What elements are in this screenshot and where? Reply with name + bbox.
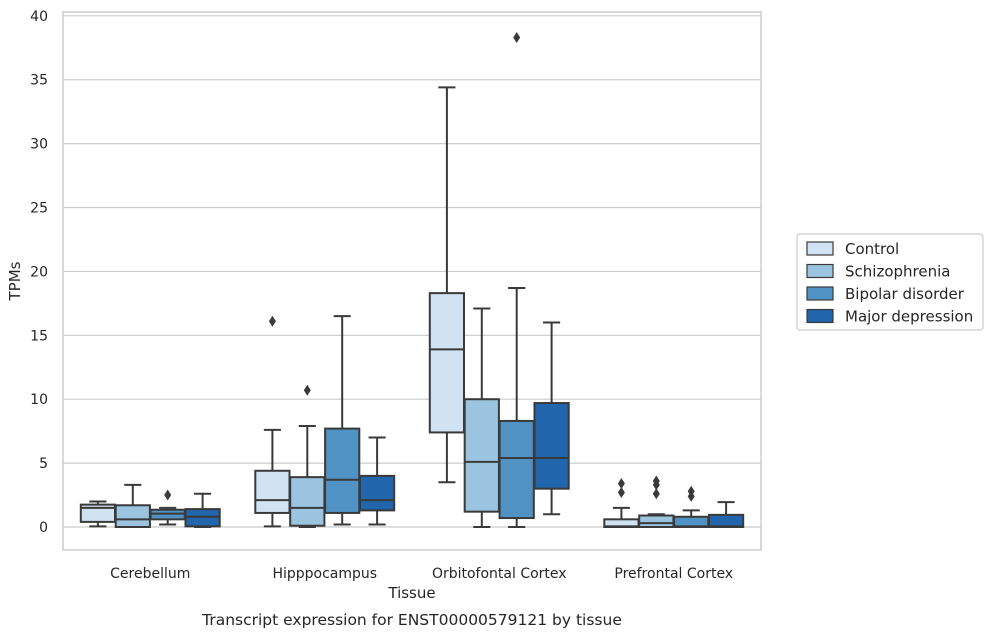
legend-frame: [796, 233, 984, 331]
legend-swatch: [806, 286, 834, 301]
x-tick-labels: Cerebellum Hipppocampus Orbitofontal Corte…: [110, 566, 733, 582]
x-tick-label: Hipppocampus: [272, 566, 377, 582]
box: [463, 398, 500, 513]
legend-swatch: [806, 241, 834, 256]
legend-swatch: [806, 308, 834, 324]
legend-swatch: [806, 263, 834, 279]
legend: Control Schizophrenia Bipolar disorder Majo…: [796, 233, 984, 331]
outlier-point: [617, 478, 625, 490]
gridlines: [63, 15, 761, 528]
x-tick-label: Orbitofontal Cortex: [432, 566, 567, 582]
box-group: [638, 475, 675, 528]
box-group: [707, 501, 745, 528]
x-axis-label: Tissue: [387, 584, 435, 602]
y-tick-label: 5: [39, 456, 48, 472]
box-group: [324, 315, 361, 526]
box-group: [428, 86, 466, 484]
box-group: [184, 492, 221, 528]
box-group: [289, 384, 326, 528]
box-group: [498, 32, 535, 528]
box: [707, 513, 745, 528]
box-group: [79, 500, 117, 528]
outlier-point: [513, 32, 521, 44]
y-axis-label: TPMs: [6, 261, 24, 301]
box: [498, 419, 535, 520]
legend-label: Major depression: [845, 308, 973, 326]
box: [428, 292, 466, 434]
y-tick-label: 20: [30, 264, 48, 280]
legend-label: Control: [845, 240, 899, 258]
x-tick-label: Cerebellum: [110, 566, 190, 582]
box: [358, 474, 396, 512]
y-tick-label: 35: [30, 73, 48, 89]
y-tick-label: 15: [30, 328, 48, 344]
y-tick-label: 25: [30, 201, 48, 217]
y-tick-label: 10: [30, 392, 48, 408]
box: [254, 469, 291, 514]
x-tick-label: Prefrontal Cortex: [614, 566, 733, 582]
box: [324, 427, 361, 514]
box-group: [254, 315, 291, 528]
boxplots: [79, 32, 745, 528]
box-group: [673, 485, 710, 528]
box-group: [603, 478, 640, 528]
outlier-point: [687, 485, 695, 497]
box-group: [149, 489, 186, 526]
box-group: [358, 436, 396, 526]
y-tick-label: 40: [30, 9, 48, 25]
outlier-point: [303, 384, 311, 396]
box-group: [533, 321, 570, 516]
box-group: [114, 483, 151, 528]
plot-frame: [62, 11, 762, 551]
box: [289, 476, 326, 527]
legend-label: Schizophrenia: [845, 263, 950, 281]
box: [114, 504, 151, 528]
legend-label: Bipolar disorder: [845, 285, 965, 303]
chart-caption: Transcript expression for ENST0000057912…: [201, 611, 622, 629]
y-tick-label: 30: [30, 137, 48, 153]
box-group: [463, 307, 500, 528]
y-tick-label: 0: [39, 520, 48, 536]
box: [533, 402, 570, 490]
outlier-point: [652, 475, 660, 487]
y-tick-labels: 0 5 10 15 20 25 30 35 40: [30, 9, 48, 536]
box: [638, 514, 675, 528]
outlier-point: [652, 488, 660, 500]
outlier-point: [617, 486, 625, 498]
outlier-point: [164, 489, 172, 501]
outlier-point: [268, 315, 276, 327]
